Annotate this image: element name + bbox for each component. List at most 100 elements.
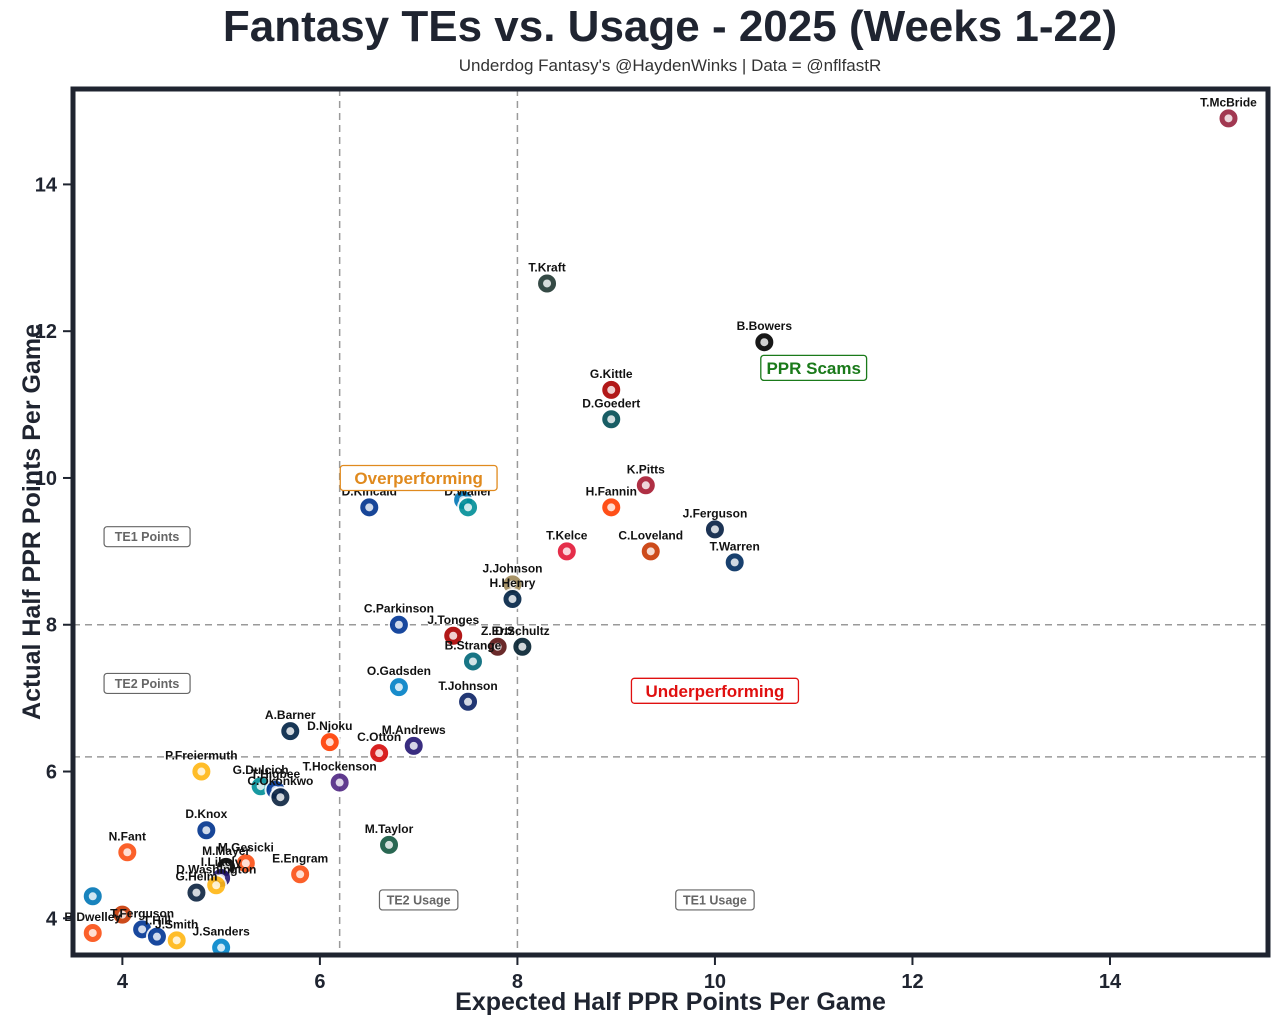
x-tick-label: 10 bbox=[704, 971, 726, 993]
y-tick-label: 6 bbox=[46, 762, 57, 784]
player-label: D.Schultz bbox=[495, 624, 550, 638]
player-label: B.Bowers bbox=[737, 319, 793, 333]
team-logo-point bbox=[457, 496, 480, 519]
player-label: E.Engram bbox=[272, 851, 328, 865]
quadrant-label: Overperforming bbox=[339, 464, 498, 492]
svg-text:Underperforming: Underperforming bbox=[646, 682, 785, 701]
x-tick-label: 14 bbox=[1099, 971, 1122, 993]
team-logo-point bbox=[457, 690, 480, 713]
player-label: T.Kelce bbox=[546, 528, 588, 542]
region-label: TE2 Points bbox=[103, 672, 191, 695]
y-axis-label: Actual Half PPR Points Per Game bbox=[18, 324, 46, 720]
player-label: G.Helm bbox=[175, 870, 217, 884]
y-tick-label: 12 bbox=[35, 321, 57, 343]
player-label: B.Dwelley bbox=[64, 910, 121, 924]
team-logo-point bbox=[81, 921, 104, 944]
team-logo-point bbox=[269, 786, 292, 809]
team-logo-point bbox=[81, 885, 104, 908]
team-logo-point bbox=[234, 852, 257, 875]
team-logo-point bbox=[318, 731, 341, 754]
team-logo-point bbox=[387, 676, 410, 699]
player-label: T.Johnson bbox=[438, 679, 497, 693]
player-label: D.Knox bbox=[185, 807, 227, 821]
team-logo-point bbox=[358, 496, 381, 519]
player-label: H.Henry bbox=[489, 576, 535, 590]
team-logo-point bbox=[600, 378, 623, 401]
player-label: J.Smith bbox=[155, 917, 198, 931]
player-label: C.Parkinson bbox=[364, 602, 434, 616]
y-tick-label: 14 bbox=[35, 174, 58, 196]
team-logo-point bbox=[703, 518, 726, 541]
player-label: J.Ferguson bbox=[683, 506, 748, 520]
player-label: C.Loveland bbox=[618, 528, 683, 542]
player-label: I.Likely bbox=[201, 855, 242, 869]
team-logo-point bbox=[289, 863, 312, 886]
player-label: M.Gesicki bbox=[218, 840, 274, 854]
player-label: T.Kraft bbox=[528, 260, 565, 274]
player-label: Z.Ertz bbox=[481, 624, 514, 638]
player-label: D.Washington bbox=[176, 862, 256, 876]
team-logo-point bbox=[1217, 107, 1240, 130]
player-label: N.Fant bbox=[109, 829, 146, 843]
player-label: T.Hockenson bbox=[303, 760, 377, 774]
player-label: T.Warren bbox=[710, 539, 760, 553]
axes: 4 6 8 10 12 14 4 6 8 10 12 14 bbox=[35, 174, 1122, 993]
team-logo-point bbox=[536, 272, 559, 295]
quadrant-labels: Overperforming PPR Scams Underperforming TE… bbox=[103, 354, 868, 911]
team-logo-point bbox=[634, 474, 657, 497]
team-logo-point bbox=[511, 635, 534, 658]
team-logo-point bbox=[328, 771, 351, 794]
team-logo-point bbox=[190, 760, 213, 783]
quadrant-label: Underperforming bbox=[630, 677, 800, 704]
x-tick-label: 6 bbox=[314, 971, 325, 993]
player-label: J.Sanders bbox=[192, 925, 250, 939]
player-label: G.Dulcich bbox=[233, 763, 289, 777]
chart-subtitle: Underdog Fantasy's @HaydenWinks | Data =… bbox=[458, 56, 882, 75]
x-tick-label: 4 bbox=[117, 971, 129, 993]
player-label: J.Johnson bbox=[482, 561, 542, 575]
player-label: M.Andrews bbox=[382, 723, 446, 737]
region-label: TE1 Points bbox=[103, 526, 191, 548]
player-labels: T.McBride T.Kraft B.Bowers G.Kittle D.Goeder… bbox=[64, 95, 1257, 938]
reference-lines bbox=[73, 89, 1268, 955]
team-logo-point bbox=[442, 624, 465, 647]
team-logo-point bbox=[555, 540, 578, 563]
player-label: B.Strange bbox=[445, 638, 502, 652]
team-logo-point bbox=[600, 496, 623, 519]
player-label: C.Otton bbox=[357, 730, 401, 744]
region-label: TE2 Usage bbox=[378, 889, 459, 911]
svg-text:TE1 Usage: TE1 Usage bbox=[683, 893, 747, 907]
svg-text:TE1 Points: TE1 Points bbox=[115, 530, 180, 544]
y-tick-label: 8 bbox=[46, 615, 57, 637]
chart-title: Fantasy TEs vs. Usage - 2025 (Weeks 1-22… bbox=[222, 2, 1118, 51]
team-logo-point bbox=[600, 408, 623, 431]
quadrant-label: PPR Scams bbox=[760, 354, 868, 382]
region-label: TE1 Usage bbox=[675, 889, 755, 911]
svg-text:TE2 Points: TE2 Points bbox=[115, 677, 180, 691]
team-logo-point bbox=[461, 650, 484, 673]
team-logo-point bbox=[723, 551, 746, 574]
x-tick-label: 12 bbox=[901, 971, 923, 993]
y-tick-label: 4 bbox=[46, 908, 58, 930]
team-logo-point bbox=[185, 881, 208, 904]
player-label: T.Ferguson bbox=[110, 906, 174, 920]
team-logo-point bbox=[753, 331, 776, 354]
team-logo-point bbox=[486, 635, 509, 658]
player-label: D.Njoku bbox=[307, 719, 352, 733]
team-logo-marks bbox=[81, 107, 1240, 959]
team-logo-point bbox=[205, 874, 228, 897]
player-label: G.Kittle bbox=[590, 367, 633, 381]
player-label: T.Hill bbox=[143, 914, 171, 928]
team-logo-point bbox=[402, 734, 425, 757]
team-logo-point bbox=[145, 925, 168, 948]
team-logo-point bbox=[501, 588, 524, 611]
svg-text:Overperforming: Overperforming bbox=[354, 469, 482, 488]
player-label: D.Goedert bbox=[582, 396, 640, 410]
player-label: P.Freiermuth bbox=[165, 749, 237, 763]
player-label: J.Tonges bbox=[427, 613, 479, 627]
team-logo-point bbox=[195, 819, 218, 842]
team-logo-point bbox=[368, 742, 391, 765]
player-label: M.Mayer bbox=[202, 844, 250, 858]
team-logo-point bbox=[279, 720, 302, 743]
